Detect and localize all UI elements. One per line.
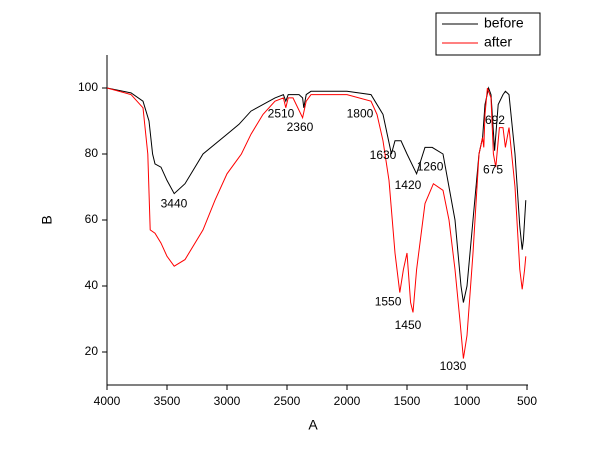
x-tick-label: 1500: [394, 394, 421, 408]
legend-label: before: [484, 15, 524, 31]
x-tick-label: 3500: [154, 394, 181, 408]
peak-label: 675: [483, 163, 503, 177]
peak-label: 3440: [161, 197, 188, 211]
x-tick-label: 4000: [94, 394, 121, 408]
peak-label: 1800: [347, 107, 374, 121]
peak-label: 1550: [375, 295, 402, 309]
peak-label: 1260: [417, 159, 444, 173]
peak-label: 2510: [268, 107, 295, 121]
y-tick-label: 20: [85, 344, 99, 358]
peak-label: 1450: [395, 318, 422, 332]
legend-label: after: [484, 34, 512, 50]
y-axis-label: B: [39, 215, 55, 224]
x-axis-label: A: [308, 417, 318, 433]
x-tick-label: 500: [517, 394, 537, 408]
x-tick-label: 1000: [454, 394, 481, 408]
y-tick-label: 80: [85, 146, 99, 160]
peak-label: 1030: [440, 359, 467, 373]
legend-box: [435, 12, 541, 56]
x-tick-label: 2500: [274, 394, 301, 408]
x-tick-label: 3000: [214, 394, 241, 408]
y-tick-label: 40: [85, 278, 99, 292]
peak-label: 1630: [370, 148, 397, 162]
y-tick-label: 60: [85, 212, 99, 226]
spectrum-line: [106, 87, 527, 359]
peak-label: 692: [485, 113, 505, 127]
peak-label: 1420: [395, 178, 422, 192]
x-tick-label: 2000: [334, 394, 361, 408]
spectrum-line: [106, 86, 527, 303]
y-tick-label: 100: [78, 80, 98, 94]
peak-label: 2360: [287, 120, 314, 134]
